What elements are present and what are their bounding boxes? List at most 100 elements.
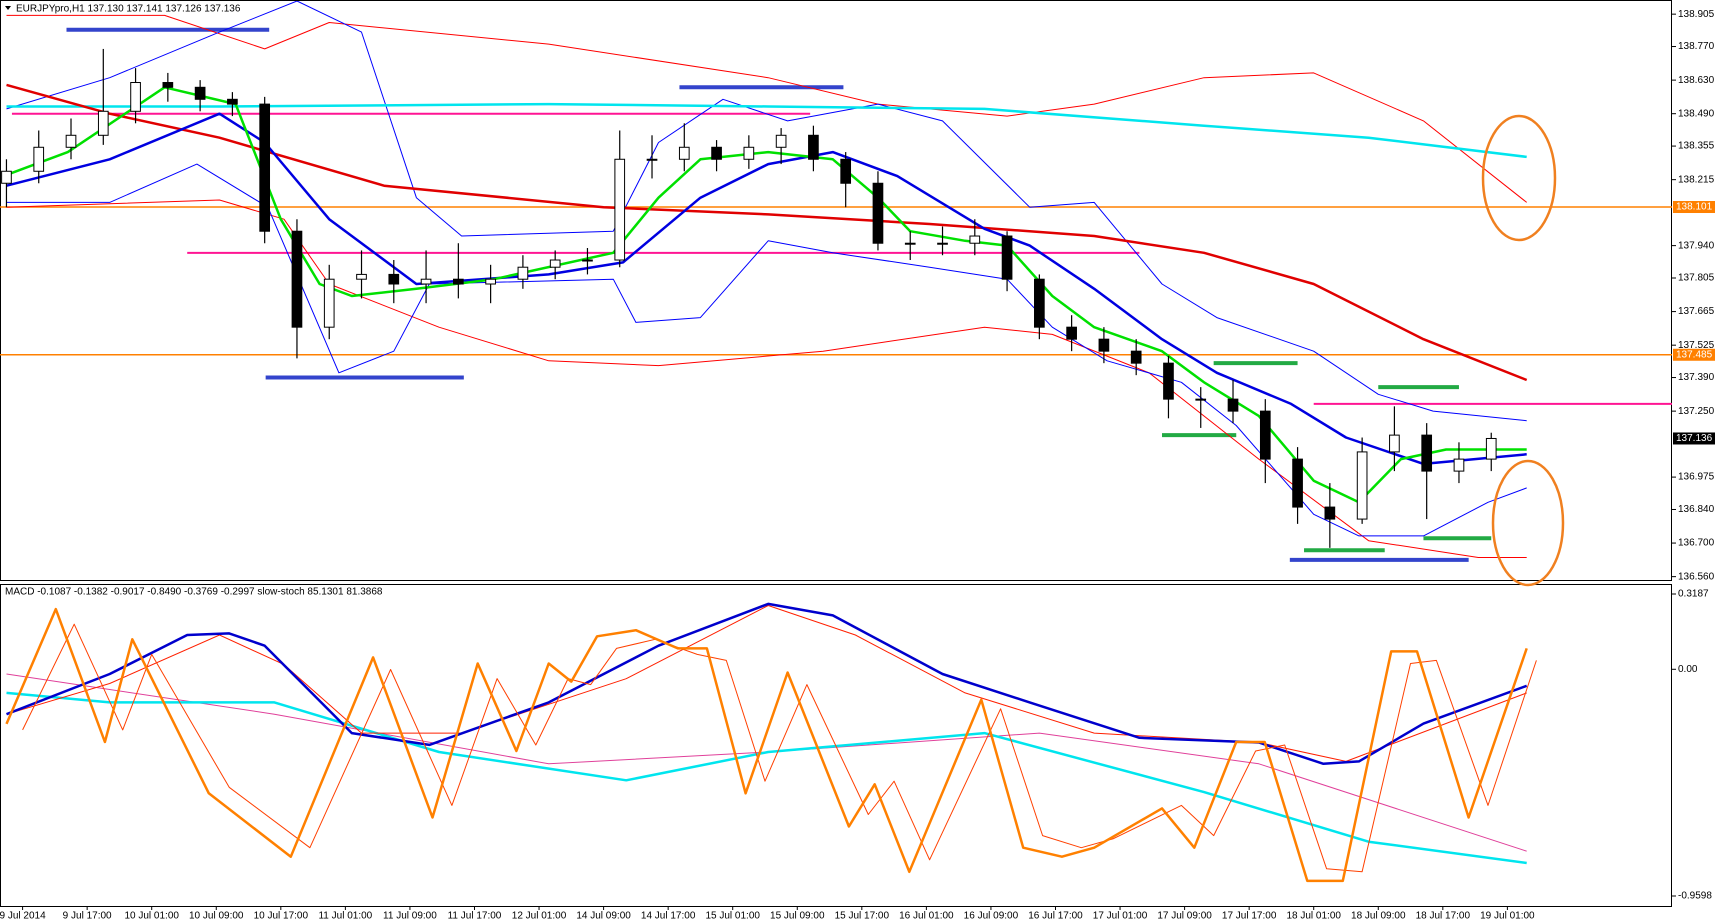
candle-body bbox=[614, 158, 626, 261]
x-tick-label: 10 Jul 01:00 bbox=[124, 911, 179, 922]
candle-body bbox=[775, 134, 787, 148]
x-tick-label: 16 Jul 01:00 bbox=[899, 911, 954, 922]
x-tick-label: 17 Jul 17:00 bbox=[1222, 911, 1277, 922]
x-tick-label: 17 Jul 01:00 bbox=[1093, 911, 1148, 922]
candle-body bbox=[1195, 398, 1207, 401]
candle-body bbox=[1034, 278, 1045, 328]
candle-body bbox=[904, 242, 916, 245]
candle-body bbox=[646, 158, 658, 161]
candle-body bbox=[291, 230, 303, 328]
price-label-box bbox=[1673, 432, 1715, 445]
y-tick-label: 0.3187 bbox=[1678, 589, 1709, 600]
candle-body bbox=[356, 273, 367, 280]
y-tick-label: 136.840 bbox=[1678, 504, 1715, 515]
candle-body bbox=[1356, 451, 1368, 520]
y-tick-label: 137.805 bbox=[1678, 273, 1715, 284]
level-label: 137.485 bbox=[1676, 349, 1713, 360]
candle-body bbox=[1227, 398, 1239, 412]
candle-body bbox=[840, 158, 852, 184]
indicator-line bbox=[6, 112, 1527, 466]
x-tick-label: 10 Jul 17:00 bbox=[254, 911, 309, 922]
candle-body bbox=[259, 103, 271, 232]
highlight-ellipse bbox=[1491, 459, 1565, 587]
x-tick-label: 18 Jul 01:00 bbox=[1286, 911, 1341, 922]
y-tick-label: 138.355 bbox=[1678, 141, 1715, 152]
candle-body bbox=[162, 82, 174, 88]
candle-body bbox=[1259, 410, 1271, 460]
x-tick-label: 11 Jul 17:00 bbox=[448, 911, 502, 922]
menu-arrow bbox=[5, 6, 11, 10]
candle-body bbox=[420, 278, 432, 285]
x-tick-label: 19 Jul 01:00 bbox=[1480, 911, 1535, 922]
y-tick-label: 137.390 bbox=[1678, 372, 1715, 383]
candle-body bbox=[1485, 437, 1497, 460]
x-tick-label: 15 Jul 17:00 bbox=[835, 911, 890, 922]
x-tick-label: 14 Jul 09:00 bbox=[576, 911, 631, 922]
level-label-box bbox=[1673, 201, 1715, 214]
x-tick-label: 16 Jul 09:00 bbox=[964, 911, 1019, 922]
candle-body bbox=[453, 278, 464, 285]
candle-body bbox=[808, 134, 819, 160]
candle-body bbox=[1066, 326, 1077, 340]
candle-body bbox=[194, 86, 206, 100]
x-tick-label: 18 Jul 09:00 bbox=[1351, 911, 1406, 922]
x-tick-label: 17 Jul 09:00 bbox=[1157, 911, 1212, 922]
candle-body bbox=[65, 134, 77, 148]
main-header: EURJPYpro,H1 137.130 137.141 137.126 137… bbox=[16, 4, 241, 15]
y-tick-label: 136.560 bbox=[1678, 571, 1715, 582]
sub-plot bbox=[5, 602, 1537, 883]
x-tick-label: 16 Jul 17:00 bbox=[1028, 911, 1083, 922]
candle-body bbox=[323, 278, 335, 328]
price-label: 137.136 bbox=[1676, 433, 1713, 444]
y-tick-label: 138.215 bbox=[1678, 174, 1715, 185]
candle-body bbox=[517, 266, 529, 280]
candle-body bbox=[33, 146, 45, 172]
candle-body bbox=[582, 259, 593, 262]
x-tick-label: 11 Jul 09:00 bbox=[383, 911, 437, 922]
candle-body bbox=[711, 146, 722, 160]
y-tick-label: 138.770 bbox=[1678, 41, 1715, 52]
x-tick-label: 10 Jul 09:00 bbox=[189, 911, 244, 922]
indicator-line bbox=[6, 1, 1527, 422]
y-tick-label: -0.9598 bbox=[1678, 891, 1712, 902]
level-label: 138.101 bbox=[1676, 202, 1713, 213]
candle-body bbox=[1163, 362, 1174, 400]
y-tick-label: 137.250 bbox=[1678, 406, 1715, 417]
candle-body bbox=[388, 273, 400, 285]
indicator-line bbox=[6, 102, 1527, 159]
candle-body bbox=[1389, 434, 1400, 453]
y-tick-label: 138.905 bbox=[1678, 9, 1715, 20]
candle-body bbox=[1098, 338, 1110, 352]
candle-body bbox=[227, 98, 238, 105]
highlight-ellipse bbox=[1481, 114, 1557, 242]
level-label-box bbox=[1673, 348, 1715, 361]
x-tick-label: 12 Jul 01:00 bbox=[512, 911, 567, 922]
candle-body bbox=[1130, 350, 1142, 364]
y-tick-label: 137.940 bbox=[1678, 240, 1715, 251]
candle-body bbox=[937, 242, 948, 245]
y-tick-label: 136.700 bbox=[1678, 538, 1715, 549]
candle-body bbox=[1324, 506, 1336, 520]
candle-body bbox=[97, 110, 109, 136]
candle-body bbox=[969, 235, 981, 244]
indicator-line bbox=[6, 163, 1527, 537]
indicator-line bbox=[6, 83, 1528, 382]
x-tick-label: 11 Jul 01:00 bbox=[318, 911, 372, 922]
x-tick-label: 14 Jul 17:00 bbox=[641, 911, 696, 922]
candle-body bbox=[1453, 458, 1465, 472]
x-tick-label: 18 Jul 17:00 bbox=[1416, 911, 1471, 922]
candle-body bbox=[1001, 235, 1013, 280]
x-tick-label: 15 Jul 09:00 bbox=[770, 911, 825, 922]
candle-body bbox=[872, 182, 884, 244]
y-tick-label: 0.00 bbox=[1678, 664, 1698, 675]
candle-body bbox=[485, 278, 496, 285]
candle-body bbox=[130, 82, 141, 112]
candle-body bbox=[1421, 434, 1433, 472]
indicator-line bbox=[6, 691, 1527, 865]
indicator-line bbox=[5, 607, 1528, 883]
y-tick-label: 137.525 bbox=[1678, 340, 1715, 351]
axes: 138.905 138.770 138.630 138.490 138.355 138.2… bbox=[0, 9, 1715, 922]
main-plot bbox=[0, 1, 1672, 562]
x-tick-label: 9 Jul 17:00 bbox=[63, 911, 112, 922]
